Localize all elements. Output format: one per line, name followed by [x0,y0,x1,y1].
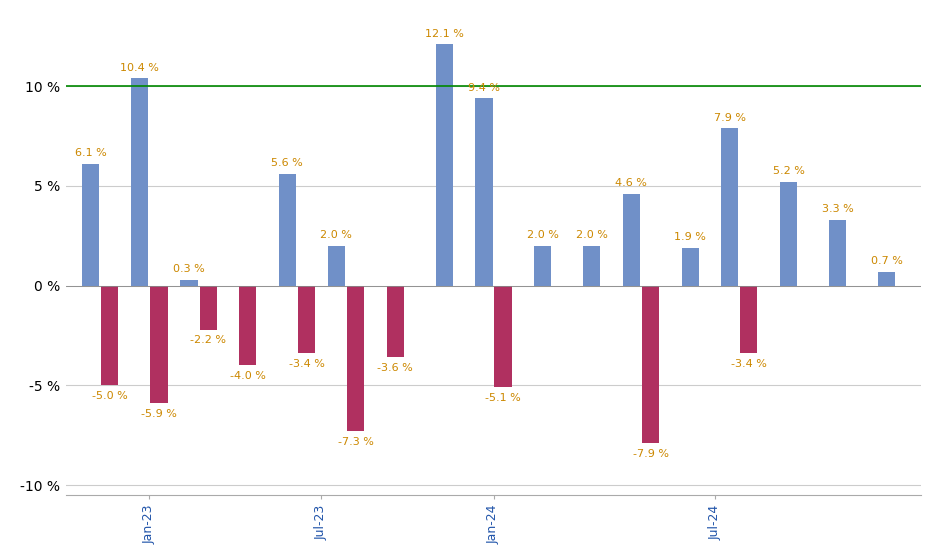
Bar [132,78,149,285]
Text: -5.0 %: -5.0 % [92,391,128,401]
Text: -5.9 %: -5.9 % [141,409,177,419]
Bar [780,182,797,285]
Bar [583,246,601,285]
Text: -5.1 %: -5.1 % [485,393,521,403]
Bar [102,285,118,386]
Text: 0.3 %: 0.3 % [173,264,205,274]
Bar [199,285,217,329]
Bar [82,164,100,285]
Text: 6.1 %: 6.1 % [75,148,106,158]
Bar [386,285,404,358]
Bar [623,194,640,285]
Text: 5.6 %: 5.6 % [272,158,303,168]
Bar [436,45,453,285]
Text: 5.2 %: 5.2 % [773,167,805,177]
Text: -7.3 %: -7.3 % [337,437,373,447]
Bar [741,285,758,354]
Text: 2.0 %: 2.0 % [526,230,558,240]
Text: 12.1 %: 12.1 % [425,29,463,39]
Text: -2.2 %: -2.2 % [190,335,227,345]
Text: 2.0 %: 2.0 % [321,230,352,240]
Text: 4.6 %: 4.6 % [616,178,648,188]
Bar [534,246,551,285]
Bar [278,174,296,285]
Bar [878,272,896,285]
Text: 9.4 %: 9.4 % [468,82,500,92]
Text: 0.7 %: 0.7 % [870,256,902,266]
Text: 10.4 %: 10.4 % [120,63,159,73]
Text: 1.9 %: 1.9 % [674,232,706,242]
Bar [239,285,257,365]
Bar [328,246,345,285]
Bar [180,279,197,285]
Bar [642,285,659,443]
Bar [476,98,493,285]
Bar [721,128,738,285]
Bar [494,285,511,387]
Text: 3.3 %: 3.3 % [822,204,854,215]
Text: -3.4 %: -3.4 % [289,359,324,369]
Text: -4.0 %: -4.0 % [229,371,266,381]
Text: -7.9 %: -7.9 % [633,449,668,459]
Bar [347,285,364,431]
Text: -3.6 %: -3.6 % [377,363,413,373]
Text: -3.4 %: -3.4 % [731,359,767,369]
Bar [682,248,698,285]
Bar [298,285,315,354]
Text: 7.9 %: 7.9 % [713,113,745,123]
Text: 2.0 %: 2.0 % [576,230,608,240]
Bar [150,285,167,403]
Bar [829,220,846,285]
